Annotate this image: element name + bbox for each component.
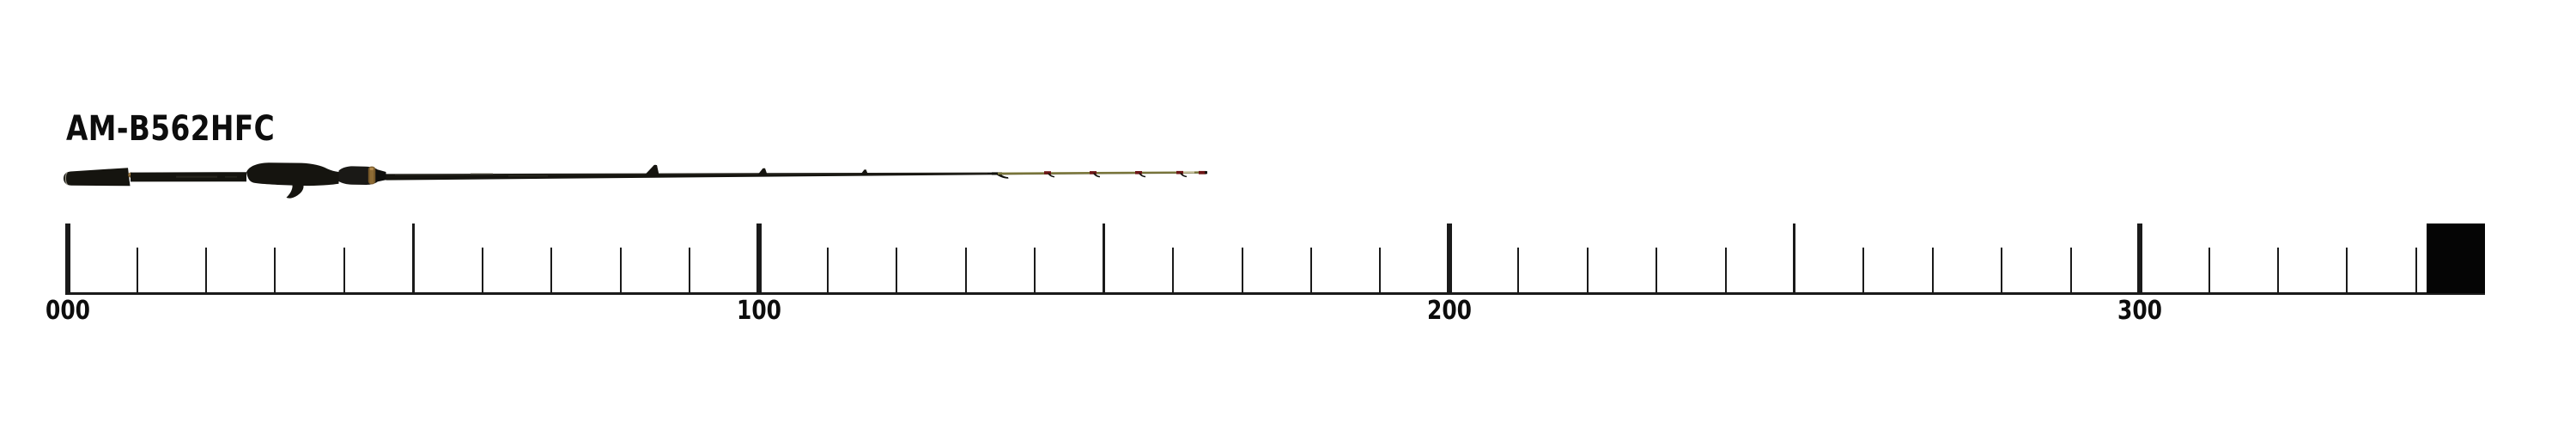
reel-seat-gold-ring-inner bbox=[369, 167, 374, 184]
ruler-tick bbox=[1656, 248, 1658, 295]
ruler-end-marker bbox=[2426, 224, 2486, 293]
tip-top-wrap bbox=[1199, 170, 1206, 175]
ruler-tick bbox=[756, 224, 762, 295]
ruler-tick bbox=[2137, 224, 2143, 295]
rod-reel-seat bbox=[246, 162, 386, 199]
ruler-tick bbox=[136, 248, 138, 295]
ruler-tick bbox=[274, 248, 276, 295]
seat-end-cap bbox=[375, 168, 386, 182]
blank-print-smudge bbox=[508, 175, 548, 177]
ruler-label: 200 bbox=[1426, 296, 1472, 326]
rod-tip-section bbox=[998, 170, 1207, 178]
ruler-tick bbox=[1517, 248, 1520, 295]
ruler-tick bbox=[2001, 248, 2003, 295]
ruler-tick bbox=[65, 224, 71, 295]
ruler-tick bbox=[964, 248, 967, 295]
ruler-tick bbox=[343, 248, 345, 295]
ruler-tick bbox=[2346, 248, 2348, 295]
line-guide bbox=[860, 169, 871, 175]
ruler-label: 100 bbox=[736, 296, 781, 326]
rod-blank bbox=[386, 172, 998, 181]
ruler-tick bbox=[2208, 248, 2210, 295]
reel-seat-hood bbox=[338, 166, 378, 185]
ruler-tick bbox=[1793, 224, 1796, 295]
ruler-tick bbox=[1931, 248, 1934, 295]
ruler-tick bbox=[2276, 248, 2279, 295]
tip-top-guide bbox=[1205, 171, 1207, 175]
ruler-label: 300 bbox=[2117, 296, 2163, 326]
foregrip-and-trigger bbox=[246, 162, 339, 199]
ruler-label: 000 bbox=[46, 296, 91, 326]
ruler-tick bbox=[1586, 248, 1589, 295]
ruler-tick bbox=[550, 248, 553, 295]
ruler-tick bbox=[1034, 248, 1036, 295]
ruler-tick bbox=[2069, 248, 2072, 295]
line-guide bbox=[644, 165, 663, 176]
blank-sheen bbox=[394, 173, 988, 175]
ruler-tick bbox=[1309, 248, 1312, 295]
ruler-tick bbox=[619, 248, 622, 295]
ruler-tick bbox=[1862, 248, 1865, 295]
ruler-tick bbox=[1103, 224, 1106, 295]
rod-rear-grip bbox=[131, 172, 246, 182]
ruler-tick bbox=[826, 248, 829, 295]
blank-print-smudge bbox=[225, 175, 237, 178]
ruler-baseline bbox=[65, 292, 2486, 295]
blank-reflection bbox=[471, 173, 493, 175]
ruler-tick bbox=[1379, 248, 1382, 295]
rod-guides bbox=[644, 164, 1009, 179]
ruler-tick bbox=[1446, 224, 1452, 295]
line-guide-ring bbox=[653, 164, 658, 169]
tip-reflection bbox=[1182, 171, 1194, 174]
tip-guide-wraps bbox=[1044, 170, 1207, 178]
line-guide bbox=[757, 168, 770, 175]
ruler-tick bbox=[1172, 248, 1175, 295]
butt-cap-ring bbox=[64, 171, 69, 186]
blank-print-smudge bbox=[176, 175, 217, 178]
ruler-tick bbox=[689, 248, 691, 295]
page-title: AM-B562HFC bbox=[66, 109, 276, 149]
ruler-tick bbox=[205, 248, 208, 295]
ruler-tick bbox=[896, 248, 898, 295]
ruler-tick bbox=[2415, 248, 2417, 295]
reel-seat-gold-glint bbox=[369, 168, 374, 170]
ruler-tick bbox=[1724, 248, 1727, 295]
ruler-tick bbox=[411, 224, 415, 295]
ruler-tick bbox=[1241, 248, 1243, 295]
ruler-tick bbox=[481, 248, 483, 295]
tip-shade bbox=[999, 173, 1205, 175]
